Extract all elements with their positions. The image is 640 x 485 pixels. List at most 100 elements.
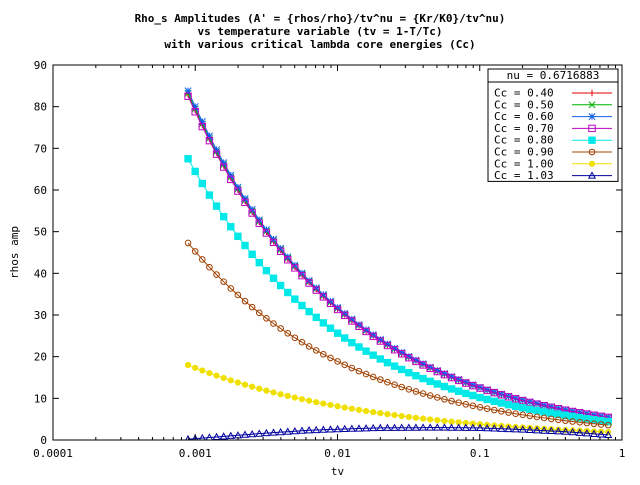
data-point xyxy=(582,429,591,437)
data-point xyxy=(320,400,327,407)
data-point xyxy=(312,284,320,292)
data-point xyxy=(277,325,284,332)
data-point xyxy=(419,390,427,397)
data-point xyxy=(533,413,541,421)
data-point xyxy=(468,423,477,431)
series-5 xyxy=(184,239,612,429)
data-point xyxy=(291,295,299,303)
data-point xyxy=(391,344,399,352)
legend-marker xyxy=(588,124,596,133)
series-6 xyxy=(184,361,612,436)
x-tick-label: 0.001 xyxy=(179,447,212,460)
data-point xyxy=(334,403,341,410)
series-line xyxy=(187,364,609,433)
data-point xyxy=(333,305,342,314)
data-point xyxy=(241,381,249,388)
data-point xyxy=(469,381,477,389)
series-3 xyxy=(184,92,612,422)
data-point xyxy=(597,416,605,425)
data-point xyxy=(355,406,363,414)
data-point xyxy=(547,403,555,411)
data-point xyxy=(234,187,242,195)
legend-marker xyxy=(588,113,596,121)
data-point xyxy=(305,279,313,287)
data-point xyxy=(419,423,428,431)
data-point xyxy=(497,424,506,432)
data-point xyxy=(433,367,442,376)
data-point xyxy=(405,352,413,360)
x-tick-label: 0.0001 xyxy=(33,447,73,460)
legend-marker xyxy=(587,171,597,179)
legend-marker xyxy=(588,89,596,97)
data-point xyxy=(398,383,405,391)
data-point xyxy=(454,387,463,395)
data-point xyxy=(277,391,284,398)
data-point xyxy=(504,424,513,433)
series-line xyxy=(187,242,609,426)
data-point xyxy=(519,404,527,412)
data-point xyxy=(255,258,263,267)
data-point xyxy=(205,191,214,199)
data-point xyxy=(283,427,292,435)
data-point xyxy=(525,425,534,433)
data-point xyxy=(270,389,277,396)
data-point xyxy=(447,373,456,381)
data-point xyxy=(597,430,606,438)
data-point xyxy=(441,395,448,403)
data-point xyxy=(284,392,291,400)
data-point xyxy=(355,343,363,351)
data-point xyxy=(284,329,292,337)
data-point xyxy=(397,350,406,358)
data-point xyxy=(433,366,441,375)
series-2 xyxy=(184,87,612,421)
data-point xyxy=(262,229,271,237)
data-point xyxy=(526,405,534,413)
legend-label: Cc = 0.60 xyxy=(494,110,554,123)
data-point xyxy=(262,428,271,437)
data-point xyxy=(447,373,456,382)
data-point xyxy=(569,418,576,425)
y-tick-label: 90 xyxy=(34,59,47,72)
data-point xyxy=(348,405,355,412)
data-point xyxy=(347,424,356,432)
data-point xyxy=(512,410,519,418)
data-point xyxy=(426,377,434,386)
data-point xyxy=(341,361,349,369)
data-point xyxy=(198,179,206,188)
data-point xyxy=(241,297,249,305)
data-point xyxy=(241,241,249,250)
data-point xyxy=(561,406,570,414)
data-point xyxy=(419,361,427,369)
data-point xyxy=(227,285,235,292)
data-point xyxy=(248,209,256,217)
data-point xyxy=(326,324,335,332)
data-point xyxy=(191,248,199,255)
data-point xyxy=(212,146,221,154)
legend-marker xyxy=(588,101,596,109)
title-line: with various critical lambda core energi… xyxy=(164,38,475,51)
data-point xyxy=(412,356,420,364)
data-point xyxy=(533,399,541,408)
data-point xyxy=(234,291,242,299)
data-point xyxy=(213,271,220,278)
legend-sample xyxy=(572,136,612,144)
data-point xyxy=(398,348,406,356)
data-point xyxy=(398,412,405,420)
data-point xyxy=(384,378,391,386)
data-point xyxy=(434,394,441,401)
data-point xyxy=(198,256,206,263)
data-point xyxy=(312,347,320,354)
data-point xyxy=(298,301,306,310)
data-point xyxy=(555,416,562,424)
data-point xyxy=(469,391,477,400)
data-point xyxy=(227,175,235,184)
data-point xyxy=(412,414,420,421)
y-tick-label: 60 xyxy=(34,184,47,197)
data-point xyxy=(184,239,192,247)
data-point xyxy=(362,424,371,432)
data-point xyxy=(270,320,277,327)
data-point xyxy=(263,314,270,322)
data-point xyxy=(198,433,206,440)
data-point xyxy=(511,395,520,403)
data-point xyxy=(191,103,199,111)
